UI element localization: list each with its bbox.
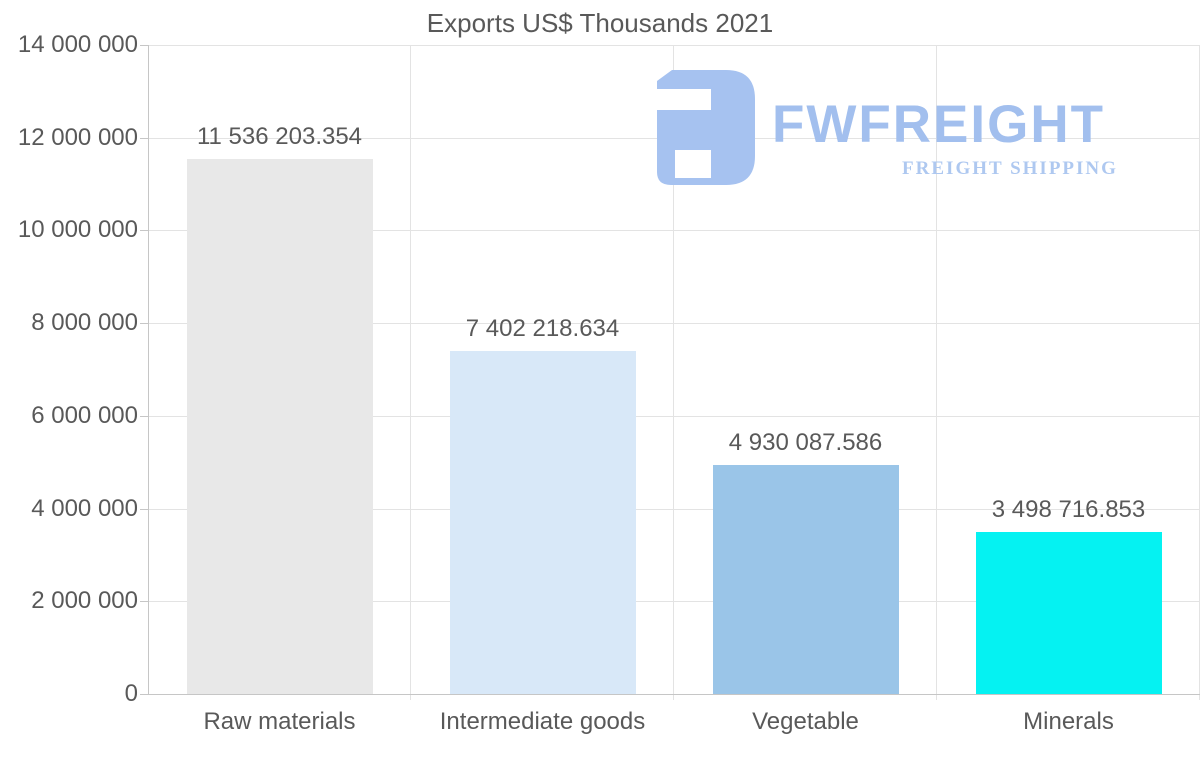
gridline-horizontal — [148, 230, 1200, 232]
y-tick-label: 8 000 000 — [31, 309, 138, 337]
y-tick-label: 2 000 000 — [31, 587, 138, 615]
bar-minerals — [975, 531, 1162, 694]
x-tick-label: Minerals — [1023, 708, 1114, 735]
y-tick-label: 4 000 000 — [31, 494, 138, 522]
bar-vegetable — [712, 465, 899, 694]
x-axis-line — [148, 694, 1200, 695]
y-tick-mark — [140, 415, 148, 417]
gridline-horizontal — [148, 415, 1200, 417]
bar-raw-materials — [186, 159, 373, 694]
fwfreight-logo: FWFREIGHT FREIGHT SHIPPING — [655, 70, 1155, 185]
gridline-vertical — [936, 45, 937, 700]
y-tick-label: 10 000 000 — [17, 216, 138, 244]
y-tick-mark — [140, 508, 148, 510]
x-tick-label: Intermediate goods — [439, 708, 646, 735]
y-tick-mark — [140, 323, 148, 325]
y-axis-line — [148, 45, 149, 695]
bar-value-label: 4 930 087.586 — [728, 429, 883, 457]
gridline-horizontal — [148, 508, 1200, 510]
y-tick-mark — [140, 694, 148, 695]
gridline-horizontal — [148, 601, 1200, 603]
bar-value-label: 7 402 218.634 — [465, 314, 620, 342]
gridline-horizontal — [148, 45, 1200, 46]
bar-value-label: 3 498 716.853 — [991, 495, 1146, 523]
y-tick-mark — [140, 601, 148, 603]
y-tick-mark — [140, 137, 148, 139]
y-tick-label: 12 000 000 — [17, 123, 138, 151]
bar-intermediate-goods — [449, 350, 636, 694]
x-tick-label: Vegetable — [752, 708, 859, 735]
bar-value-label: 11 536 203.354 — [196, 123, 363, 151]
gridline-vertical — [673, 45, 674, 700]
y-tick-mark — [140, 45, 148, 46]
plot-area — [148, 45, 1200, 700]
chart-title: Exports US$ Thousands 2021 — [426, 8, 774, 38]
gridline-horizontal — [148, 323, 1200, 325]
x-tick-label: Raw materials — [203, 708, 356, 735]
y-tick-label: 0 — [124, 680, 138, 707]
fwfreight-logo-icon — [655, 70, 755, 185]
y-tick-label: 14 000 000 — [17, 31, 138, 58]
gridline-vertical — [410, 45, 411, 700]
logo-tagline: FREIGHT SHIPPING — [902, 158, 1118, 179]
y-tick-mark — [140, 230, 148, 232]
logo-wordmark: FWFREIGHT — [772, 95, 1105, 154]
y-tick-label: 6 000 000 — [31, 401, 138, 429]
